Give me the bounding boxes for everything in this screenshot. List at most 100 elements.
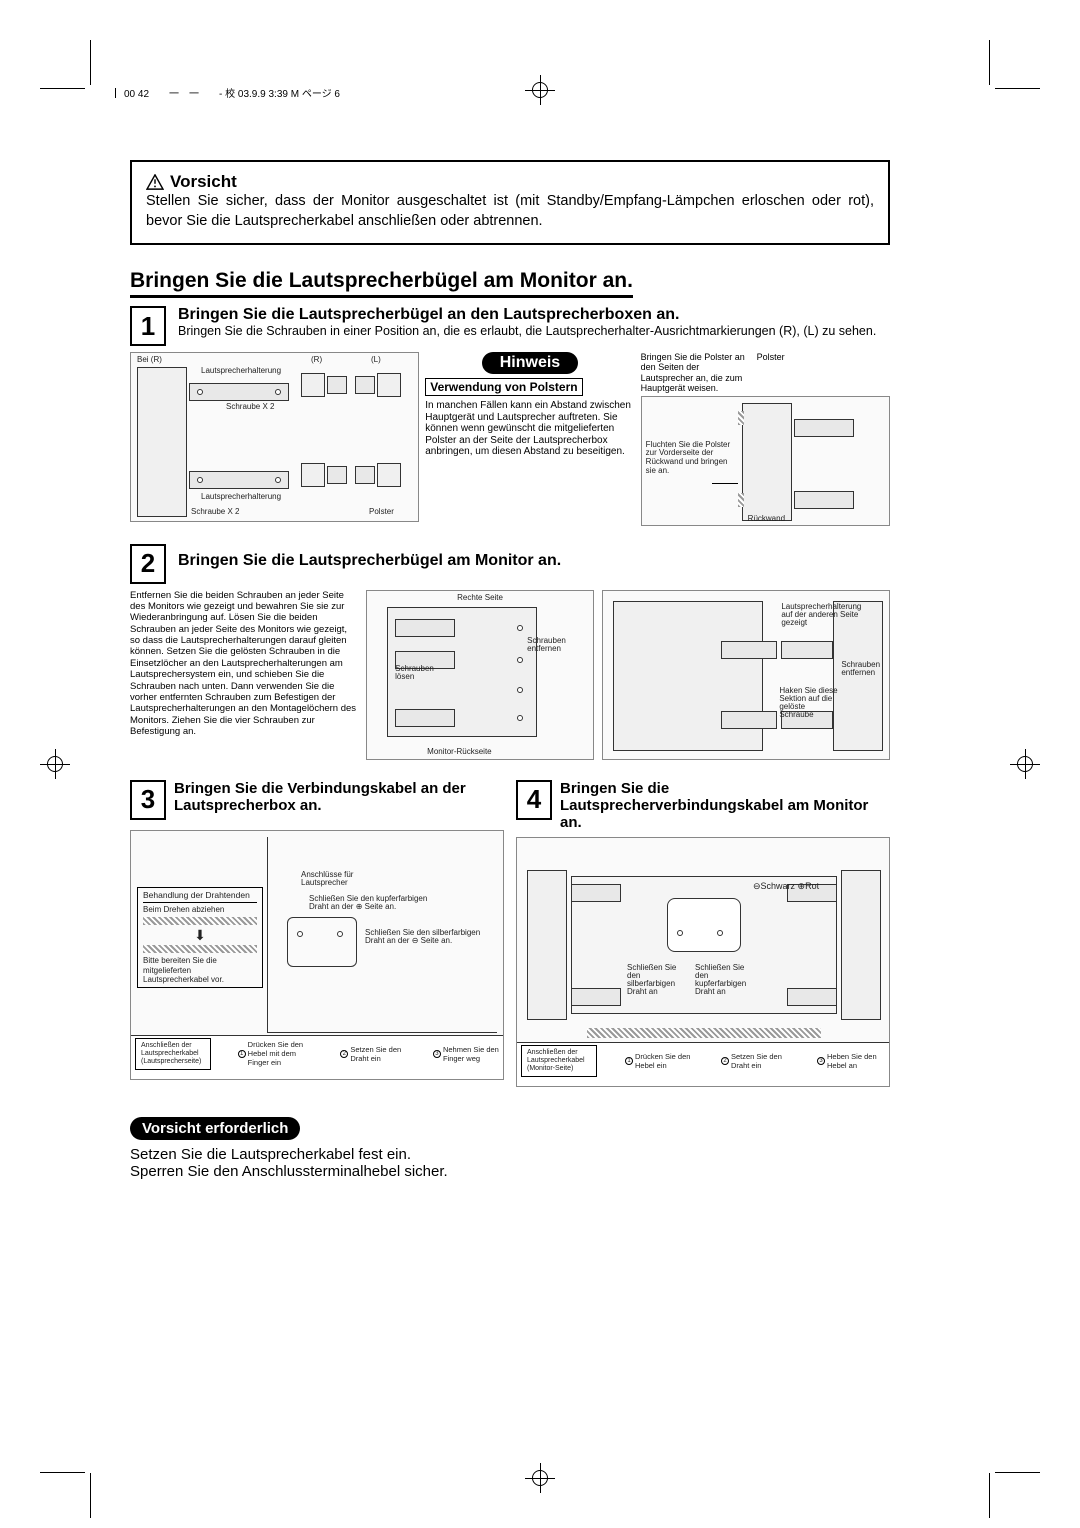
label-f2-3: Setzen Sie den Draht ein <box>350 1045 406 1063</box>
registration-mark-icon <box>1010 749 1040 779</box>
step1-text: Bringen Sie die Lautsprecherbügel an den… <box>178 306 876 346</box>
warning-triangle-icon <box>146 174 164 190</box>
step-number: 3 <box>130 780 166 820</box>
crop-mark <box>989 1473 990 1518</box>
step-number: 1 <box>130 306 166 346</box>
label-drehen: Beim Drehen abziehen <box>143 905 257 914</box>
arrow-down-icon: ⬇ <box>143 928 257 942</box>
label-rechte-seite: Rechte Seite <box>457 594 503 602</box>
caution-required-badge: Vorsicht erforderlich <box>130 1117 300 1140</box>
pad-right-note: Fluchten Sie die Polster zur Vorderseite… <box>646 441 738 476</box>
step3-title: Bringen Sie die Verbindungskabel an der … <box>174 780 504 815</box>
caution-title-row: Vorsicht <box>146 172 874 192</box>
step3-diagram: Anschlüsse für Lautsprecher Schließen Si… <box>130 830 504 1080</box>
label-f1-3: Drücken Sie den Hebel mit dem Finger ein <box>248 1040 314 1067</box>
label-schwarz-rot: ⊖Schwarz ⊕Rot <box>753 882 819 891</box>
crop-mark <box>40 1472 85 1473</box>
caution-body: Stellen Sie sicher, dass der Monitor aus… <box>146 192 874 231</box>
label-halterung: Lautsprecherhalterung <box>201 367 281 375</box>
caution-box: Vorsicht Stellen Sie sicher, dass der Mo… <box>130 160 890 245</box>
step-circle-icon: 2 <box>340 1050 348 1058</box>
step3-4-row: 3 Bringen Sie die Verbindungskabel an de… <box>130 780 890 1088</box>
label-polster-small: Polster <box>369 508 394 516</box>
step4-column: 4 Bringen Sie die Lautsprecherverbindung… <box>516 780 890 1088</box>
label-f2-4: Setzen Sie den Draht ein <box>731 1052 789 1070</box>
registration-mark-icon <box>40 749 70 779</box>
label-behandlung: Behandlung der Drahtenden <box>143 891 257 904</box>
caution-line1: Setzen Sie die Lautsprecherkabel fest ei… <box>130 1146 890 1163</box>
label-silber4: Schließen Sie den silberfarbigen Draht a… <box>627 964 685 996</box>
step1-right-block: Bringen Sie die Polster an den Seiten de… <box>641 352 890 525</box>
pad-usage-title: Verwendung von Polstern <box>425 378 582 396</box>
label-r: (R) <box>311 356 322 364</box>
step1-title: Bringen Sie die Lautsprecherbügel an den… <box>178 306 876 324</box>
label-f3-4: Heben Sie den Hebel an <box>827 1052 885 1070</box>
label-entfernen: Schrauben entfernen <box>527 637 577 653</box>
caution-title: Vorsicht <box>170 172 237 192</box>
step1-diagram-right: Fluchten Sie die Polster zur Vorderseite… <box>641 396 890 526</box>
crop-mark <box>90 40 91 85</box>
step1-header: 1 Bringen Sie die Lautsprecherbügel an d… <box>130 306 890 346</box>
label-kupfer4: Schließen Sie den kupferfarbigen Draht a… <box>695 964 753 996</box>
print-header-meta: 00 42 一 一 - 校 03.9.9 3:39 M ページ 6 <box>115 85 340 100</box>
label-silber: Schließen Sie den silberfarbigen Draht a… <box>365 929 485 945</box>
step2-title: Bringen Sie die Lautsprecherbügel am Mon… <box>178 544 561 584</box>
label-rueckwand: Rückwand <box>748 515 785 523</box>
label-bei-r: Bei (R) <box>137 356 162 364</box>
step-number: 2 <box>130 544 166 584</box>
crop-mark <box>995 88 1040 89</box>
label-haken: Haken Sie diese Sektion auf die gelöste … <box>779 687 841 719</box>
step-number: 4 <box>516 780 552 820</box>
label-footer-title3: Anschließen der Lautsprecherkabel (Lauts… <box>135 1038 211 1070</box>
label-rueckseite: Monitor-Rückseite <box>427 748 491 756</box>
label-f3-3: Nehmen Sie den Finger weg <box>443 1045 499 1063</box>
label-schraube-b: Schraube X 2 <box>191 508 239 516</box>
step2-diagram-left: Rechte Seite Schrauben lösen Schrauben e… <box>366 590 594 760</box>
hinweis-badge: Hinweis <box>482 352 578 374</box>
pad-usage-text: In manchen Fällen kann ein Abstand zwisc… <box>425 400 634 458</box>
pad-right-intro: Bringen Sie die Polster an den Seiten de… <box>641 352 751 393</box>
label-loesen: Schrauben lösen <box>395 665 439 681</box>
label-l: (L) <box>371 356 381 364</box>
step4-header: 4 Bringen Sie die Lautsprecherverbindung… <box>516 780 890 832</box>
wire-handling-box: Behandlung der Drahtenden Beim Drehen ab… <box>137 887 263 989</box>
header-meta-text: 00 42 一 一 - 校 03.9.9 3:39 M ページ 6 <box>124 85 340 100</box>
label-polster-top: Polster <box>757 352 785 393</box>
step3-column: 3 Bringen Sie die Verbindungskabel an de… <box>130 780 504 1088</box>
step2-header: 2 Bringen Sie die Lautsprecherbügel am M… <box>130 544 890 584</box>
crop-mark <box>995 1472 1040 1473</box>
step-circle-icon: 3 <box>433 1050 441 1058</box>
step3-header: 3 Bringen Sie die Verbindungskabel an de… <box>130 780 504 824</box>
step4-title: Bringen Sie die Lautsprecherverbindungsk… <box>560 780 890 832</box>
crop-mark <box>40 88 85 89</box>
step2-diagram-right: Lautsprecherhalterung auf der anderen Se… <box>602 590 890 760</box>
label-halter-other: Lautsprecherhalterung auf der anderen Se… <box>781 603 861 627</box>
content-area: Vorsicht Stellen Sie sicher, dass der Mo… <box>130 160 890 1180</box>
label-footer-title4: Anschließen der Lautsprecherkabel (Monit… <box>521 1045 597 1077</box>
step1-subtitle: Bringen Sie die Schrauben in einer Posit… <box>178 324 876 339</box>
step-circle-icon: 1 <box>238 1050 246 1058</box>
step1-diagram-left: Bei (R) (R) (L) Lautsprecherhalterung Sc… <box>130 352 419 522</box>
label-entfernen2: Schrauben entfernen <box>841 661 889 677</box>
crop-mark <box>989 40 990 85</box>
step-circle-icon: 1 <box>625 1057 633 1065</box>
caution-required-block: Vorsicht erforderlich Setzen Sie die Lau… <box>130 1117 890 1180</box>
label-kupfer: Schließen Sie den kupferfarbigen Draht a… <box>309 895 429 911</box>
step-circle-icon: 3 <box>817 1057 825 1065</box>
page: 00 42 一 一 - 校 03.9.9 3:39 M ページ 6 Vorsic… <box>0 0 1080 1528</box>
crop-mark <box>90 1473 91 1518</box>
caution-line2: Sperren Sie den Anschlussterminalhebel s… <box>130 1163 890 1180</box>
label-f1-4: Drücken Sie den Hebel ein <box>635 1052 693 1070</box>
label-halterung2: Lautsprecherhalterung <box>201 493 281 501</box>
label-schraube-a: Schraube X 2 <box>226 403 274 411</box>
registration-mark-icon <box>525 75 555 105</box>
step4-diagram: ⊖Schwarz ⊕Rot Schließen Sie den silberfa… <box>516 837 890 1087</box>
label-bereiten: Bitte bereiten Sie die mitgelieferten La… <box>143 956 257 984</box>
registration-mark-icon <box>525 1463 555 1493</box>
step1-hinweis-block: Hinweis Verwendung von Polstern In manch… <box>425 352 634 525</box>
step2-body: Entfernen Sie die beiden Schrauben an je… <box>130 590 358 760</box>
step2-row: Entfernen Sie die beiden Schrauben an je… <box>130 590 890 760</box>
main-heading: Bringen Sie die Lautsprecherbügel am Mon… <box>130 269 633 298</box>
step1-diagrams: Bei (R) (R) (L) Lautsprecherhalterung Sc… <box>130 352 890 525</box>
step-circle-icon: 2 <box>721 1057 729 1065</box>
